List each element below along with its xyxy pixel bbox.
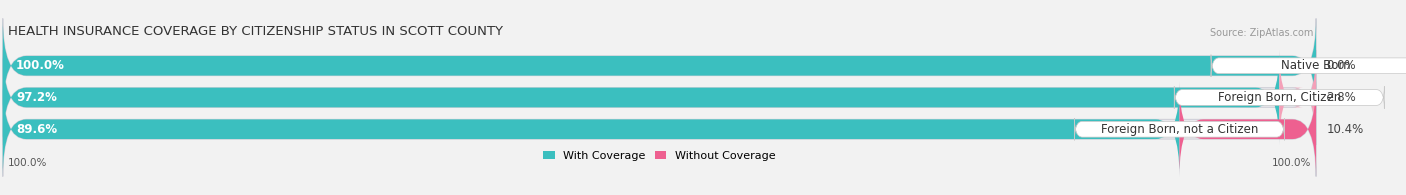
- FancyBboxPatch shape: [1074, 118, 1285, 140]
- Text: 10.4%: 10.4%: [1326, 123, 1364, 136]
- Text: 100.0%: 100.0%: [15, 59, 65, 72]
- Text: Foreign Born, Citizen: Foreign Born, Citizen: [1218, 91, 1341, 104]
- FancyBboxPatch shape: [3, 50, 1279, 145]
- Legend: With Coverage, Without Coverage: With Coverage, Without Coverage: [544, 151, 775, 161]
- FancyBboxPatch shape: [3, 19, 1316, 113]
- FancyBboxPatch shape: [1279, 50, 1316, 145]
- Text: Native Born: Native Born: [1281, 59, 1351, 72]
- FancyBboxPatch shape: [3, 82, 1316, 176]
- Text: 97.2%: 97.2%: [15, 91, 56, 104]
- FancyBboxPatch shape: [1174, 86, 1385, 109]
- Text: 100.0%: 100.0%: [8, 159, 48, 168]
- Text: 0.0%: 0.0%: [1326, 59, 1357, 72]
- FancyBboxPatch shape: [3, 50, 1316, 145]
- FancyBboxPatch shape: [1211, 55, 1406, 77]
- FancyBboxPatch shape: [3, 82, 1180, 176]
- Text: Foreign Born, not a Citizen: Foreign Born, not a Citizen: [1101, 123, 1258, 136]
- Text: HEALTH INSURANCE COVERAGE BY CITIZENSHIP STATUS IN SCOTT COUNTY: HEALTH INSURANCE COVERAGE BY CITIZENSHIP…: [8, 26, 503, 38]
- Text: Source: ZipAtlas.com: Source: ZipAtlas.com: [1211, 28, 1313, 38]
- FancyBboxPatch shape: [3, 19, 1316, 113]
- FancyBboxPatch shape: [1180, 82, 1316, 176]
- Text: 100.0%: 100.0%: [1271, 159, 1310, 168]
- Text: 89.6%: 89.6%: [15, 123, 58, 136]
- Text: 2.8%: 2.8%: [1326, 91, 1357, 104]
